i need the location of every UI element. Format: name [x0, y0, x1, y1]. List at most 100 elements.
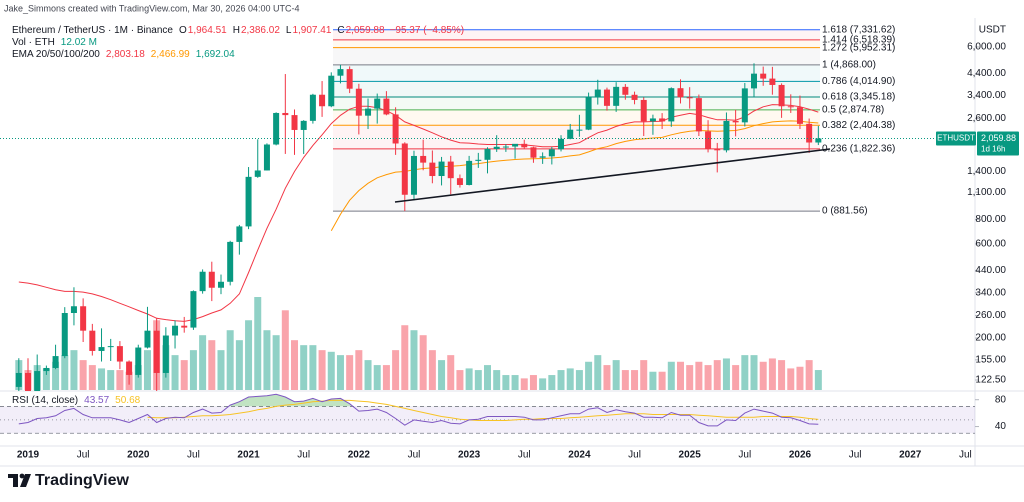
- candle-body: [594, 89, 601, 98]
- x-tick-label: 2024: [568, 450, 591, 461]
- volume-bar: [548, 375, 556, 390]
- ohlc-value: 1,964.51: [188, 25, 227, 36]
- volume-bar: [814, 370, 822, 390]
- candle-body: [502, 146, 509, 148]
- volume-bar: [805, 360, 813, 390]
- fib-label: 1 (4,868.00): [822, 59, 876, 70]
- candle-body: [401, 143, 408, 195]
- candle-body: [438, 161, 445, 177]
- fib-band: [333, 81, 820, 97]
- x-tick-label: Jul: [77, 450, 90, 461]
- candle-body: [355, 88, 362, 116]
- candle-body: [282, 112, 289, 116]
- candle-body: [613, 86, 620, 106]
- volume-bar: [484, 365, 491, 390]
- fib-label: 0.236 (1,822.36): [822, 144, 895, 155]
- volume-bar: [438, 360, 446, 390]
- candle-body: [273, 112, 280, 145]
- candle-body: [162, 335, 169, 373]
- x-tick-label: 2022: [348, 450, 371, 461]
- volume-bar: [594, 355, 602, 390]
- candle-body: [493, 146, 500, 149]
- volume-bar: [88, 365, 96, 390]
- volume-bar: [300, 345, 308, 390]
- volume-bar: [493, 370, 501, 390]
- volume-bar: [732, 365, 740, 390]
- volume-bar: [447, 355, 455, 390]
- volume-bar: [98, 368, 106, 390]
- volume-bar: [281, 310, 289, 390]
- candle-body: [751, 73, 758, 89]
- volume-value: 12.02 M: [61, 37, 97, 48]
- candle-body: [787, 106, 794, 108]
- brand: TradingView: [35, 472, 130, 489]
- volume-bar: [750, 355, 758, 390]
- candle-body: [337, 69, 344, 76]
- candle-body: [539, 156, 546, 158]
- ohlc-key: C: [337, 25, 344, 36]
- volume-bar: [474, 370, 482, 390]
- candle-body: [309, 94, 316, 121]
- rsi-overbought-fill: [228, 394, 353, 407]
- volume-bar: [649, 371, 657, 390]
- candle-body: [144, 330, 151, 348]
- candle-body: [640, 99, 647, 122]
- volume-bar: [373, 365, 381, 390]
- volume-bar: [70, 350, 78, 390]
- fib-label: 0.618 (3,345.18): [822, 92, 895, 103]
- x-tick-label: 2027: [899, 450, 922, 461]
- candle-body: [135, 347, 142, 375]
- symbol-title: Ethereum / TetherUS · 1M · Binance: [12, 25, 173, 36]
- candle-body: [365, 108, 372, 116]
- volume-bar: [180, 360, 188, 390]
- volume-bar: [272, 335, 280, 390]
- candle-body: [25, 372, 31, 391]
- y-tick-label: 1,100.00: [967, 187, 1006, 198]
- candle-body: [89, 330, 96, 351]
- volume-bar: [511, 375, 519, 390]
- volume-bar: [171, 355, 179, 390]
- candle-body: [677, 88, 684, 98]
- candle-body: [291, 115, 298, 130]
- candle-body: [392, 114, 399, 144]
- ohlc-value: 2,059.88: [346, 25, 385, 36]
- volume-bar: [392, 350, 400, 390]
- volume-bar: [143, 350, 151, 390]
- x-tick-label: 2020: [127, 450, 150, 461]
- candle-body: [456, 178, 463, 185]
- y-tick-label: 600.00: [975, 239, 1006, 250]
- volume-bar: [704, 365, 712, 390]
- volume-bar: [263, 330, 271, 390]
- ohlc-value: 1,907.41: [292, 25, 331, 36]
- candle-body: [116, 346, 123, 362]
- volume-bar: [796, 366, 804, 390]
- candle-body: [126, 361, 133, 375]
- volume-bar: [759, 361, 767, 390]
- volume-bar: [686, 365, 694, 390]
- candle-body: [567, 129, 574, 139]
- x-tick-label: Jul: [297, 450, 310, 461]
- candle-body: [429, 162, 436, 177]
- candle-body: [263, 144, 270, 171]
- volume-bar: [346, 355, 354, 390]
- fib-band: [333, 29, 820, 40]
- volume-bar: [456, 370, 464, 390]
- candle-body: [107, 346, 114, 348]
- symbol-tag-text: ETHUSDT: [937, 134, 975, 143]
- legend-volume: Vol · ETH 12.02 M: [12, 37, 97, 48]
- fib-label: 0.5 (2,874.78): [822, 105, 884, 116]
- volume-bar: [465, 368, 473, 390]
- candle-body: [319, 94, 326, 107]
- volume-bar: [612, 360, 620, 390]
- volume-bar: [585, 361, 593, 390]
- y-tick-label: 122.50: [975, 375, 1006, 386]
- candle-body: [236, 226, 243, 242]
- candle-body: [796, 107, 803, 124]
- candle-body: [300, 120, 307, 130]
- logo-dot: [19, 473, 25, 479]
- volume-bar: [631, 370, 639, 390]
- candle-body: [548, 149, 555, 157]
- y-tick-label: 200.00: [975, 333, 1006, 344]
- x-tick-label: 2023: [458, 450, 481, 461]
- candle-body: [172, 325, 179, 336]
